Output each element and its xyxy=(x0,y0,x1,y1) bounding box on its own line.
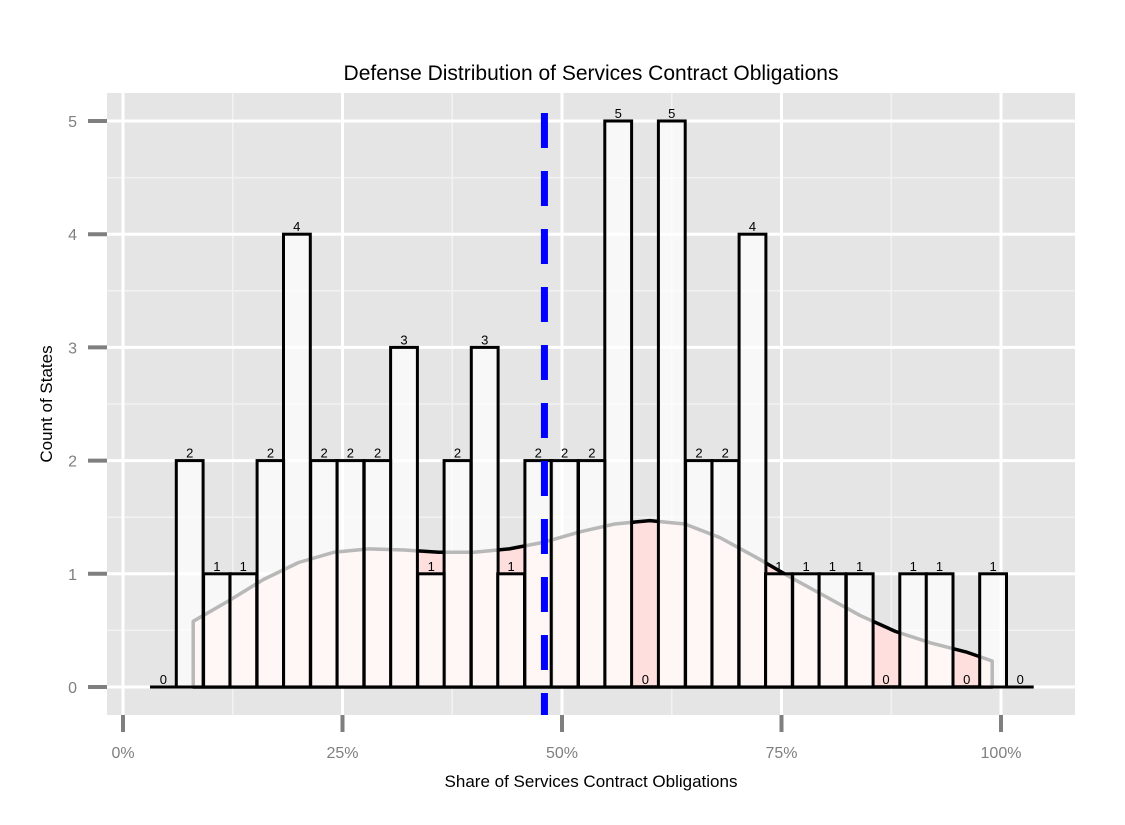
bar-count-label: 3 xyxy=(400,332,407,347)
bar-count-label: 2 xyxy=(374,446,381,461)
bar-count-label: 1 xyxy=(507,559,514,574)
bar-count-label: 1 xyxy=(910,559,917,574)
bar-count-label: 1 xyxy=(213,559,220,574)
x-tick-label: 0% xyxy=(111,745,134,762)
histogram-bar xyxy=(282,232,312,689)
bar-count-label: 2 xyxy=(695,446,702,461)
x-tick-label: 25% xyxy=(326,745,358,762)
x-tick-label: 100% xyxy=(981,745,1022,762)
histogram-bar xyxy=(737,232,768,689)
histogram-bar xyxy=(523,459,554,689)
bar-count-label: 2 xyxy=(267,446,274,461)
histogram-bar xyxy=(174,459,205,689)
histogram-bar xyxy=(656,119,687,689)
x-tick-label: 75% xyxy=(765,745,797,762)
histogram-bar xyxy=(442,459,473,689)
bar-count-label: 0 xyxy=(642,672,649,687)
bar-count-label: 1 xyxy=(856,559,863,574)
y-tick-label: 2 xyxy=(68,454,77,471)
histogram-bar xyxy=(684,459,714,689)
histogram-bar xyxy=(898,572,929,689)
x-axis-title: Share of Services Contract Obligations xyxy=(445,772,738,791)
bar-count-label: 3 xyxy=(481,332,488,347)
bar-count-label: 0 xyxy=(1017,672,1024,687)
bar-count-labels: 0 2 1 1 2 4 2 2 2 3 1 2 3 1 2 2 2 5 0 5 2 2 4 1 1 1 1 0 1 1 0 1 0 xyxy=(160,106,1024,687)
bar-count-label: 4 xyxy=(749,219,756,234)
histogram-bar xyxy=(309,459,340,689)
y-tick-label: 4 xyxy=(68,227,77,244)
bar-count-label: 0 xyxy=(160,672,167,687)
bar-count-label: 5 xyxy=(615,106,622,121)
histogram-bar xyxy=(844,572,875,689)
histogram-bar xyxy=(764,572,794,689)
bar-count-label: 1 xyxy=(989,559,996,574)
histogram-bar xyxy=(255,459,286,689)
histogram-bars xyxy=(149,119,1034,689)
bar-count-label: 1 xyxy=(802,559,809,574)
histogram-bar xyxy=(362,459,393,689)
y-tick-label: 1 xyxy=(68,567,77,584)
y-axis: 0 1 2 3 4 5 xyxy=(68,114,107,697)
bar-count-label: 2 xyxy=(320,446,327,461)
histogram-bar xyxy=(416,572,447,689)
histogram-bar xyxy=(389,345,419,689)
bar-count-label: 2 xyxy=(186,446,193,461)
bar-count-label: 2 xyxy=(535,446,542,461)
histogram-bar xyxy=(817,572,848,689)
histogram-bar xyxy=(577,459,607,689)
bar-count-label: 1 xyxy=(936,559,943,574)
histogram-bar xyxy=(978,572,1009,689)
histogram-bar xyxy=(335,459,366,689)
bar-count-label: 5 xyxy=(668,106,675,121)
histogram-bar xyxy=(469,345,500,689)
y-tick-label: 3 xyxy=(68,340,77,357)
bar-count-label: 2 xyxy=(347,446,354,461)
bar-count-label: 1 xyxy=(829,559,836,574)
bar-count-label: 4 xyxy=(293,219,300,234)
histogram-bar xyxy=(924,572,955,689)
bar-count-label: 1 xyxy=(428,559,435,574)
bar-count-label: 0 xyxy=(882,672,889,687)
histogram-bar xyxy=(549,459,580,689)
chart-title: Defense Distribution of Services Contrac… xyxy=(344,62,839,85)
histogram-bar xyxy=(603,119,634,689)
histogram-bar xyxy=(710,459,741,689)
bar-count-label: 2 xyxy=(454,446,461,461)
histogram-bar xyxy=(202,572,232,689)
bar-count-label: 2 xyxy=(588,446,595,461)
y-tick-label: 0 xyxy=(68,680,77,697)
x-tick-label: 50% xyxy=(546,745,578,762)
y-tick-label: 5 xyxy=(68,114,77,131)
bar-count-label: 2 xyxy=(722,446,729,461)
bar-count-label: 2 xyxy=(561,446,568,461)
bar-count-label: 0 xyxy=(963,672,970,687)
x-axis: 0% 25% 50% 75% 100% xyxy=(111,715,1021,762)
histogram-bar xyxy=(791,572,822,689)
bar-count-label: 1 xyxy=(240,559,247,574)
histogram-bar xyxy=(228,572,259,689)
bar-count-label: 1 xyxy=(775,559,782,574)
y-axis-title: Count of States xyxy=(37,345,56,462)
histogram-bar xyxy=(496,572,527,689)
